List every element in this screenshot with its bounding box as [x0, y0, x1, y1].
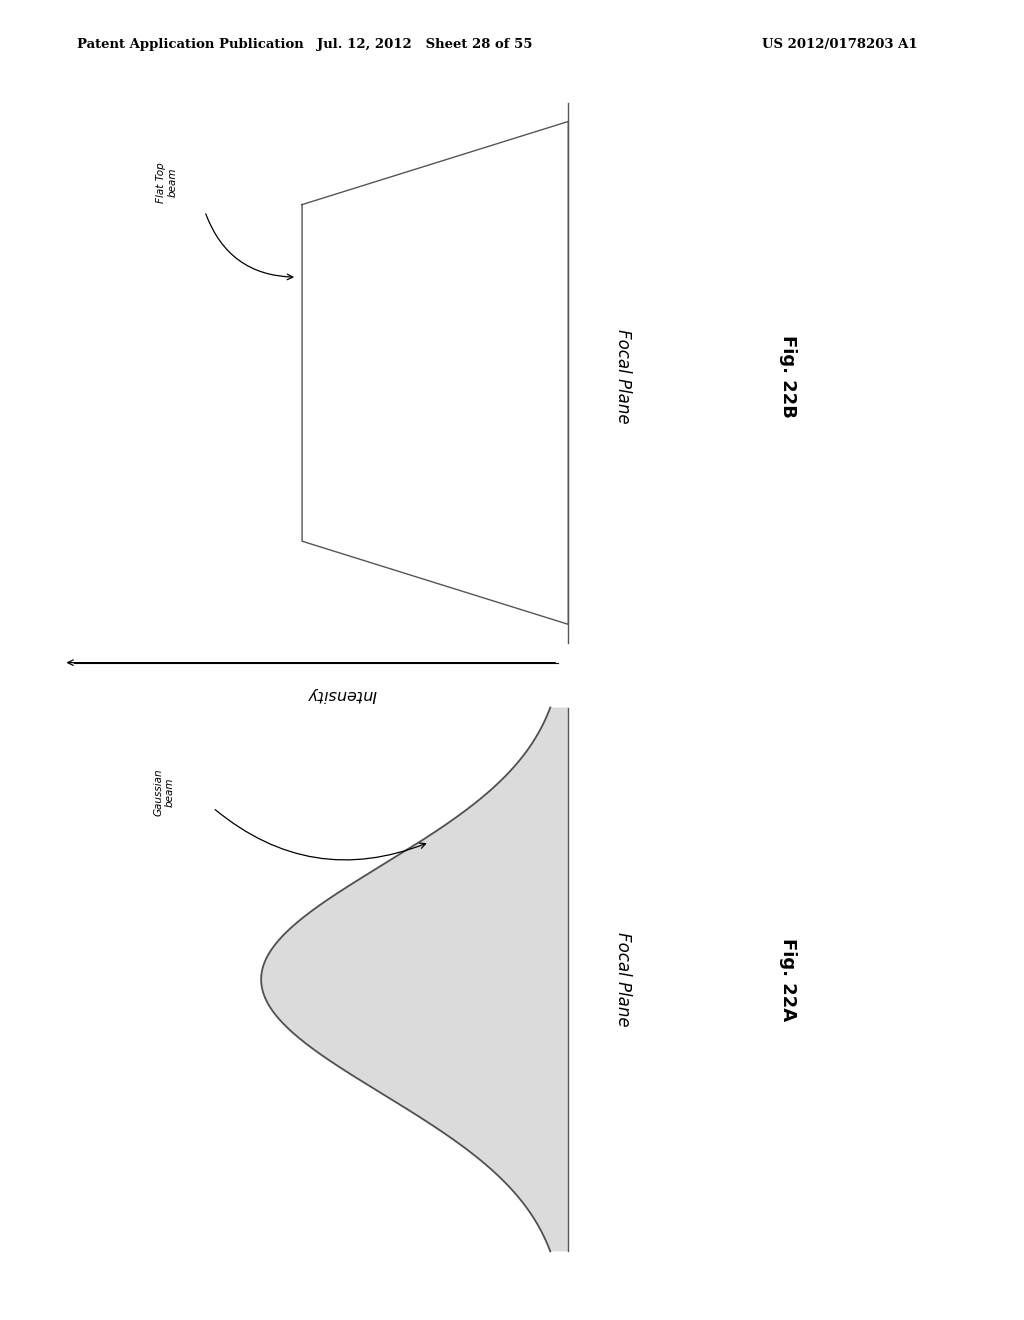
Text: Patent Application Publication: Patent Application Publication	[77, 38, 303, 50]
Text: Focal Plane: Focal Plane	[613, 932, 632, 1027]
Text: Focal Plane: Focal Plane	[613, 329, 632, 424]
Text: Intensity: Intensity	[306, 686, 377, 702]
Text: Gaussian
beam: Gaussian beam	[153, 768, 175, 816]
Text: Fig. 22B: Fig. 22B	[779, 335, 798, 417]
Text: US 2012/0178203 A1: US 2012/0178203 A1	[762, 38, 918, 50]
Text: Jul. 12, 2012   Sheet 28 of 55: Jul. 12, 2012 Sheet 28 of 55	[317, 38, 532, 50]
Polygon shape	[261, 708, 568, 1251]
Text: Fig. 22A: Fig. 22A	[779, 939, 798, 1020]
Text: Flat Top
beam: Flat Top beam	[156, 162, 178, 202]
